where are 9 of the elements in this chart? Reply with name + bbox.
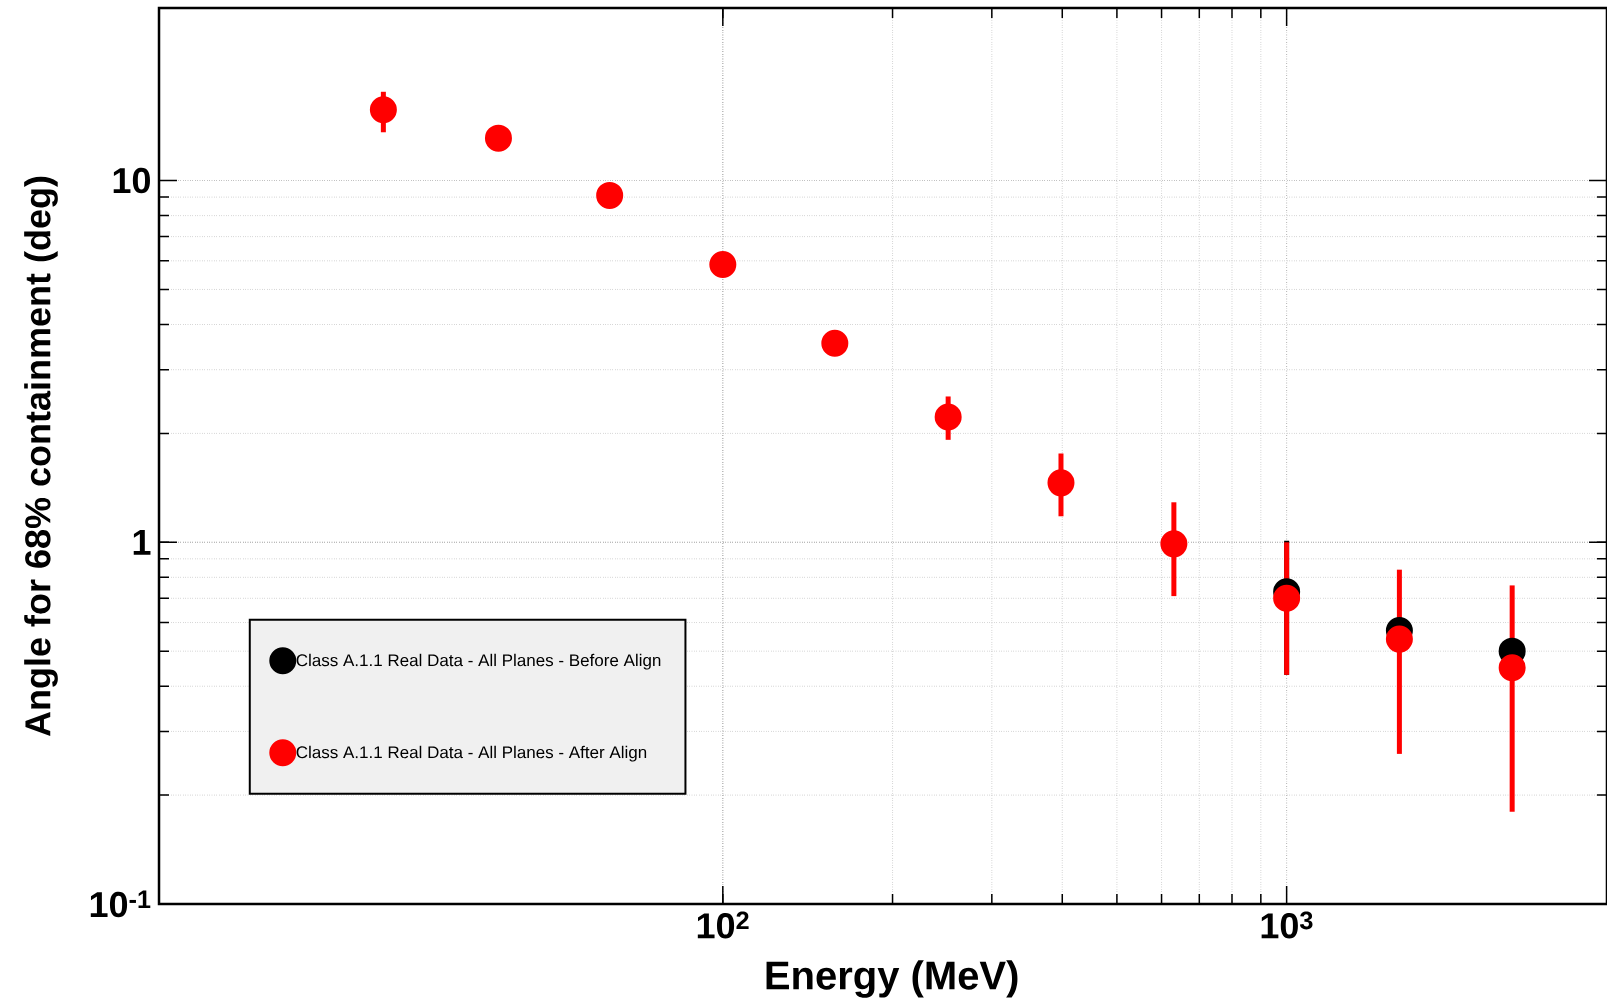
y-tick-label: 1 [133,529,151,555]
legend-label: Class A.1.1 Real Data - All Planes - After Align [296,745,647,762]
x-tick-label: 10$^{3}$ [1261,911,1313,939]
y-axis-title: Angle for 68% containment (deg) [24,176,58,737]
x-axis-title: Energy (MeV) [766,960,1018,998]
x-tick-label: 10$^{2}$ [697,911,749,939]
legend-label: Class A.1.1 Real Data - All Planes - Before Align [296,653,661,670]
y-tick-label: 10 [113,167,150,194]
y-tick-label: 10$^{-1}$ [90,890,151,918]
